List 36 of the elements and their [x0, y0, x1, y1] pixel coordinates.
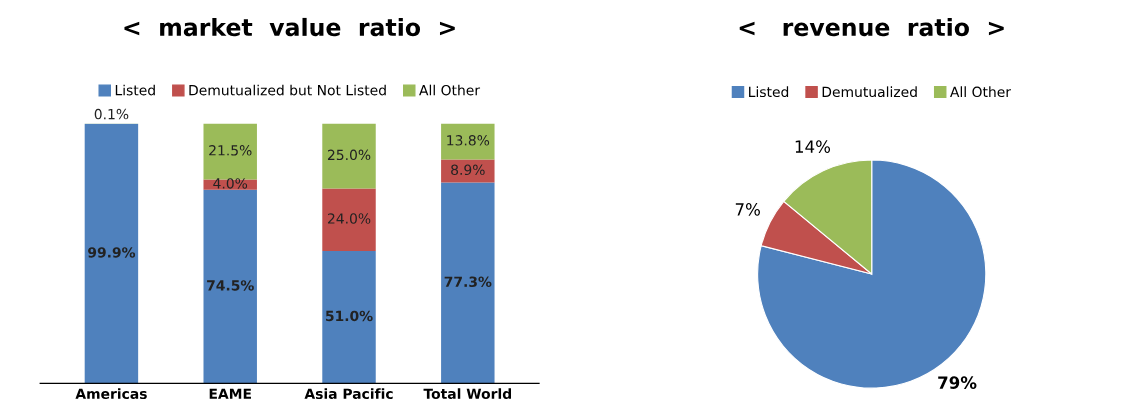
data-label: 14%	[795, 140, 831, 153]
data-label: 51.0%	[326, 310, 373, 322]
data-label: 77.3%	[444, 276, 492, 288]
x-tick-label: Total World	[423, 388, 511, 399]
data-label: 8.9%	[451, 164, 485, 176]
data-label: 74.5%	[207, 280, 254, 291]
bar	[441, 123, 495, 160]
data-label: 24.0%	[327, 213, 371, 224]
legend-label: Listed	[115, 84, 155, 96]
bar	[322, 250, 376, 384]
chart-title: < revenue ratio >	[739, 17, 1004, 37]
data-label: 21.5%	[209, 145, 252, 156]
bar	[84, 123, 139, 384]
legend-label: Listed	[749, 86, 789, 98]
data-label: 79%	[938, 376, 977, 389]
legend-label: Demutualized	[822, 86, 917, 98]
bar	[322, 188, 376, 251]
chart-title: < market value ratio >	[124, 17, 455, 37]
bar	[441, 182, 495, 384]
bar	[441, 159, 495, 183]
bar	[203, 179, 257, 190]
data-label: 99.9%	[88, 247, 136, 258]
bar	[203, 189, 257, 384]
legend-label: All Other	[419, 84, 481, 96]
legend-label: All Other	[950, 86, 1012, 98]
bar	[203, 123, 257, 180]
data-label: 25.0%	[327, 149, 371, 161]
data-label: 7%	[735, 203, 760, 216]
data-label: 4.0%	[213, 178, 248, 189]
x-tick-label: Asia Pacific	[304, 388, 393, 399]
x-tick-label: EAME	[209, 388, 251, 399]
data-label: 0.1%	[94, 108, 129, 120]
legend-label: Demutualized but Not Listed	[189, 84, 386, 96]
bar	[322, 123, 376, 189]
data-label: 13.8%	[447, 135, 490, 146]
x-tick-label: Americas	[75, 388, 147, 399]
